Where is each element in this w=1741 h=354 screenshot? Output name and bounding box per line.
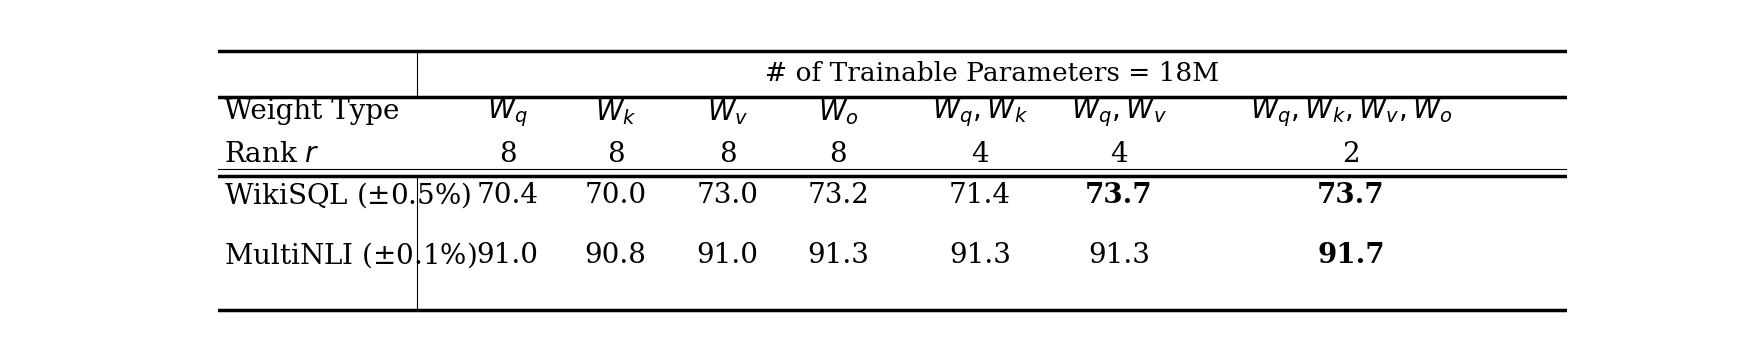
Text: $W_v$: $W_v$ — [707, 97, 749, 127]
Text: $W_q$: $W_q$ — [487, 95, 528, 129]
Text: 8: 8 — [719, 141, 736, 168]
Text: 2: 2 — [1342, 141, 1360, 168]
Text: 8: 8 — [500, 141, 517, 168]
Text: Weight Type: Weight Type — [225, 98, 400, 125]
Text: 73.2: 73.2 — [808, 182, 869, 209]
Text: $W_q,W_k,W_v,W_o$: $W_q,W_k,W_v,W_o$ — [1250, 95, 1452, 129]
Text: 70.4: 70.4 — [477, 182, 538, 209]
Text: $W_k$: $W_k$ — [595, 97, 637, 127]
Text: 73.7: 73.7 — [1085, 182, 1153, 209]
Text: WikiSQL ($\pm$0.5%): WikiSQL ($\pm$0.5%) — [225, 180, 472, 210]
Text: 90.8: 90.8 — [585, 241, 646, 269]
Text: 8: 8 — [829, 141, 848, 168]
Text: 73.7: 73.7 — [1318, 182, 1384, 209]
Text: 91.3: 91.3 — [949, 241, 1012, 269]
Text: 4: 4 — [971, 141, 989, 168]
Text: Rank $r$: Rank $r$ — [225, 141, 320, 168]
Text: MultiNLI ($\pm$0.1%): MultiNLI ($\pm$0.1%) — [225, 240, 477, 270]
Text: $W_q,W_k$: $W_q,W_k$ — [931, 95, 1027, 129]
Text: 8: 8 — [608, 141, 625, 168]
Text: 91.0: 91.0 — [477, 241, 538, 269]
Text: 70.0: 70.0 — [585, 182, 646, 209]
Text: 91.7: 91.7 — [1318, 241, 1384, 269]
Text: $W_o$: $W_o$ — [818, 97, 858, 127]
Text: 91.3: 91.3 — [1088, 241, 1149, 269]
Text: 71.4: 71.4 — [949, 182, 1012, 209]
Text: 73.0: 73.0 — [696, 182, 759, 209]
Text: # of Trainable Parameters = 18M: # of Trainable Parameters = 18M — [764, 61, 1219, 86]
Text: 4: 4 — [1111, 141, 1128, 168]
Text: $W_q,W_v$: $W_q,W_v$ — [1071, 95, 1166, 129]
Text: 91.0: 91.0 — [696, 241, 759, 269]
Text: 91.3: 91.3 — [808, 241, 869, 269]
